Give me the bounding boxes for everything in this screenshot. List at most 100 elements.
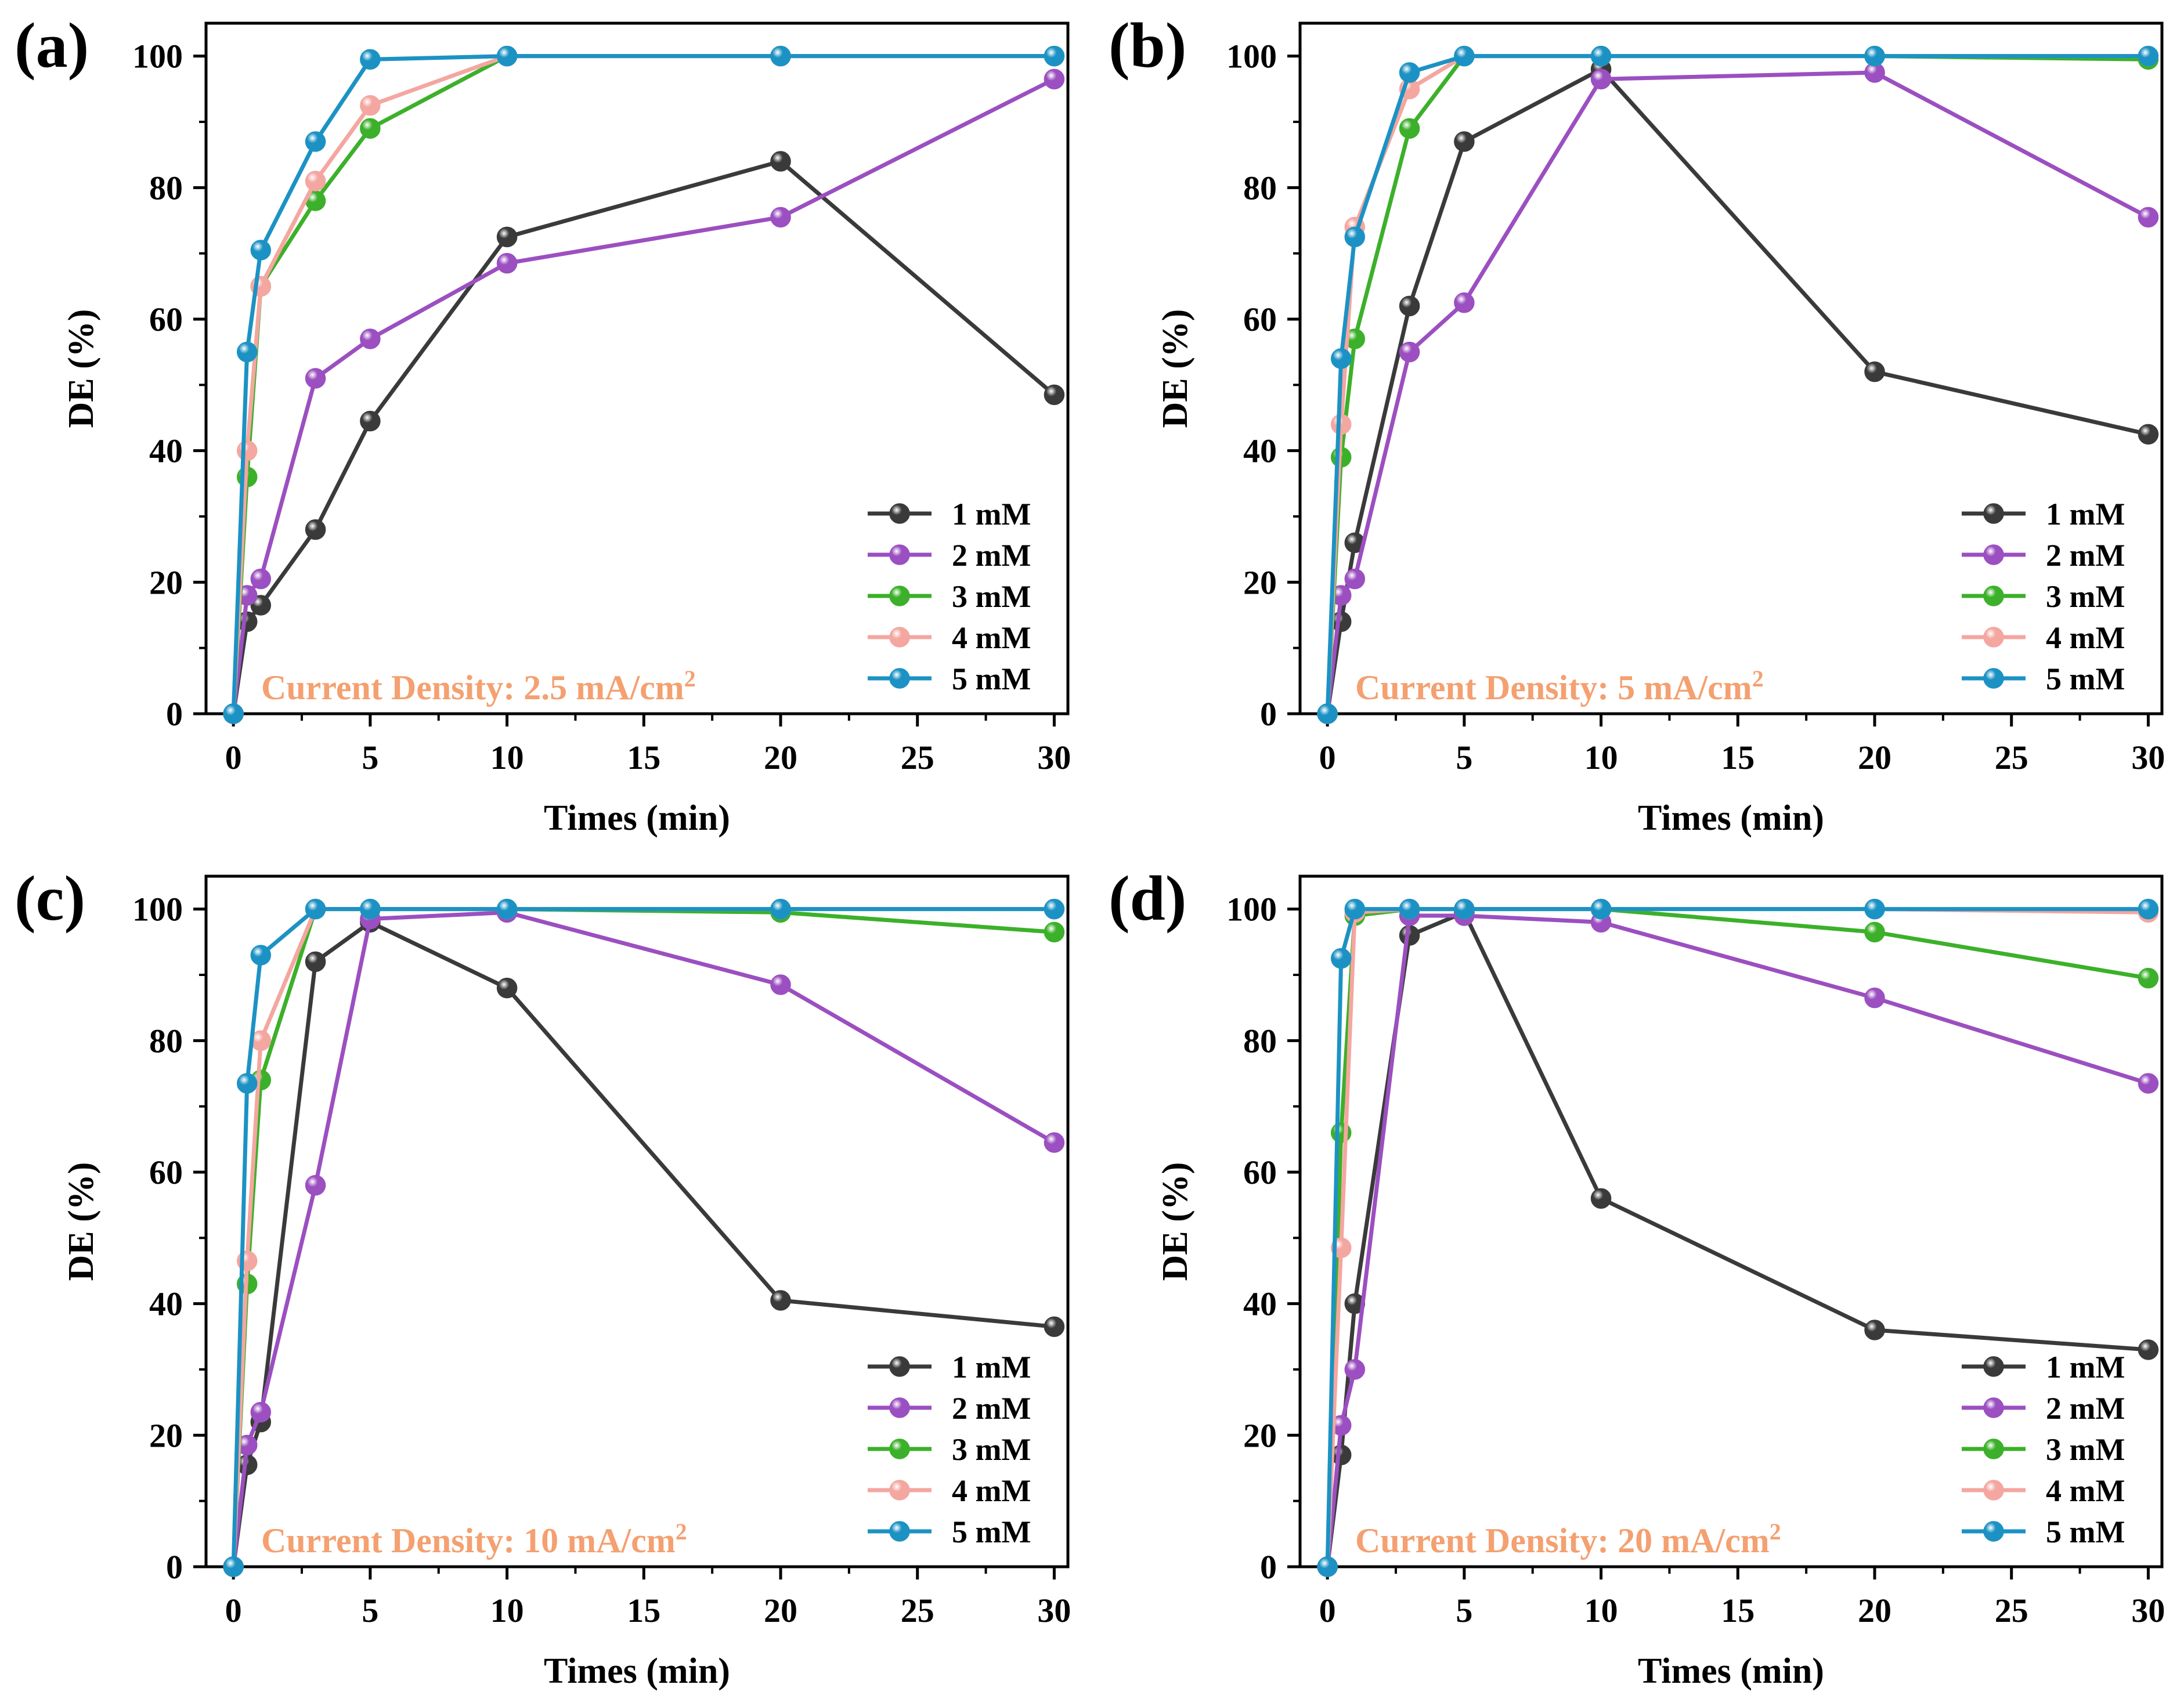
y-tick-label: 80: [1243, 1022, 1277, 1060]
data-point-1-mm: [1044, 384, 1065, 406]
data-point-2-mm: [305, 1174, 326, 1196]
legend-marker: [889, 503, 910, 524]
panel-label: (d): [1109, 863, 1186, 934]
x-axis-title: Times (min): [1638, 798, 1824, 838]
y-tick-label: 20: [1243, 563, 1277, 601]
x-tick-label: 25: [1995, 739, 2028, 776]
legend-label: 1 mM: [2046, 497, 2125, 532]
legend-marker: [889, 627, 910, 648]
data-point-5-mm: [1344, 898, 1366, 920]
legend-label: 5 mM: [952, 1515, 1031, 1549]
x-axis-title: Times (min): [1638, 1651, 1824, 1691]
y-tick-label: 100: [1226, 38, 1277, 75]
x-tick-label: 30: [1037, 1592, 1071, 1629]
series-line-1-mm: [231, 159, 1056, 714]
x-tick-label: 30: [2131, 1592, 2165, 1629]
data-point-5-mm: [496, 45, 518, 67]
x-tick-label: 0: [1319, 1592, 1336, 1629]
data-point-2-mm: [250, 1401, 272, 1423]
legend-marker: [889, 1521, 910, 1542]
data-point-2-mm: [1454, 292, 1475, 313]
data-point-1-mm: [770, 151, 791, 172]
legend-label: 5 mM: [952, 662, 1031, 696]
data-point-5-mm: [1454, 898, 1475, 920]
data-point-5-mm: [305, 898, 326, 920]
data-point-5-mm: [770, 898, 791, 920]
x-tick-label: 25: [1995, 1592, 2028, 1629]
y-axis-title: DE (%): [1156, 309, 1195, 428]
x-tick-label: 10: [1584, 739, 1618, 776]
data-point-5-mm: [360, 898, 381, 920]
series-line-2-mm: [231, 910, 1056, 1567]
y-tick-label: 100: [132, 38, 183, 75]
data-point-5-mm: [1590, 45, 1612, 67]
legend-marker: [1983, 585, 2004, 606]
series-line-2-mm: [1325, 70, 2150, 714]
y-tick-label: 40: [149, 1285, 183, 1323]
current-density-annotation: Current Density: 5 mA/cm2: [1355, 666, 1764, 707]
data-point-2-mm: [1044, 1132, 1065, 1153]
data-point-2-mm: [1864, 987, 1885, 1009]
data-point-2-mm: [770, 974, 791, 995]
data-point-5-mm: [2138, 45, 2159, 67]
legend-label: 2 mM: [2046, 538, 2125, 573]
legend-label: 3 mM: [952, 1432, 1031, 1467]
data-point-5-mm: [1044, 898, 1065, 920]
y-tick-label: 20: [149, 1416, 183, 1454]
data-point-5-mm: [1590, 898, 1612, 920]
legend-label: 2 mM: [2046, 1391, 2125, 1426]
x-tick-label: 10: [490, 739, 524, 776]
legend-marker: [889, 585, 910, 606]
legend-label: 3 mM: [2046, 579, 2125, 614]
data-point-2-mm: [1590, 68, 1612, 90]
legend-marker: [889, 1480, 910, 1501]
x-tick-label: 15: [1721, 739, 1755, 776]
y-tick-label: 100: [1226, 891, 1277, 928]
data-point-5-mm: [360, 49, 381, 70]
data-point-5-mm: [1317, 1556, 1338, 1577]
series-line-5-mm: [1325, 54, 2149, 714]
data-point-2-mm: [1044, 68, 1065, 90]
data-point-5-mm: [496, 898, 518, 920]
legend-marker: [1983, 1521, 2004, 1542]
x-tick-label: 15: [627, 739, 660, 776]
series-line-2-mm: [1325, 913, 2149, 1567]
legend-marker: [889, 1356, 910, 1377]
legend-marker: [889, 1438, 910, 1459]
data-point-1-mm: [305, 519, 326, 540]
y-tick-label: 0: [166, 1548, 183, 1586]
series-line-1-mm: [231, 920, 1055, 1567]
series-line-5-mm: [231, 907, 1055, 1567]
x-tick-label: 0: [225, 1592, 242, 1629]
x-tick-label: 10: [490, 1592, 524, 1629]
x-tick-label: 5: [362, 1592, 378, 1629]
y-axis-title: DE (%): [62, 1162, 101, 1281]
data-point-4-mm: [305, 171, 326, 191]
data-point-5-mm: [1330, 948, 1352, 969]
data-point-5-mm: [223, 1556, 244, 1577]
chart-panel-b: (b) 0 5 10 15 20 25 30 0 20 40 60 80 100 Times (min) DE…: [1109, 10, 2165, 838]
annotation-superscript: 2: [1752, 666, 1764, 692]
x-tick-label: 0: [225, 739, 242, 776]
data-point-2-mm: [2138, 1073, 2159, 1094]
series-line-3-mm: [1325, 54, 2149, 714]
series-line-4-mm: [231, 54, 1055, 714]
data-point-5-mm: [770, 45, 791, 67]
data-point-1-mm: [305, 951, 326, 973]
x-tick-label: 25: [901, 1592, 934, 1629]
legend-marker: [1983, 1480, 2004, 1501]
data-point-5-mm: [1399, 898, 1420, 920]
y-tick-label: 0: [166, 695, 183, 733]
data-point-3-mm: [2138, 967, 2159, 989]
data-point-2-mm: [770, 207, 791, 228]
y-tick-label: 60: [149, 1154, 183, 1191]
data-point-5-mm: [236, 341, 258, 363]
legend-marker: [1983, 1438, 2004, 1459]
y-tick-label: 60: [1243, 1154, 1277, 1191]
data-point-3-mm: [1399, 118, 1420, 139]
data-point-2-mm: [250, 568, 272, 590]
data-point-1-mm: [360, 410, 381, 432]
annotation-superscript: 2: [1770, 1519, 1781, 1545]
series-line-4-mm: [1325, 907, 2149, 1567]
